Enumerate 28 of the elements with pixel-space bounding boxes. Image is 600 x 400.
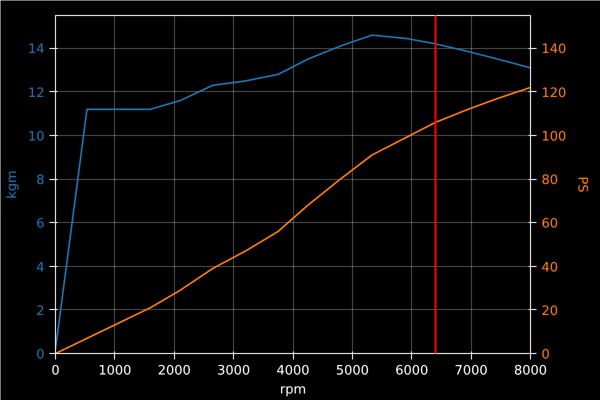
x-tick-label: 8000	[514, 364, 548, 378]
y-tick-label: 0	[36, 348, 45, 362]
x-tick-label: 2000	[158, 364, 191, 378]
x-tick-label: 6000	[395, 364, 428, 378]
y-tick-label: 8	[36, 173, 45, 188]
y2-tick-label: 0	[542, 348, 550, 362]
y-axis-title: kgm	[4, 170, 20, 199]
y2-tick-label: 20	[542, 304, 558, 319]
y2-tick-label: 60	[542, 216, 558, 232]
y2-tick-label: 40	[542, 260, 558, 276]
x-tick-label: 3000	[217, 364, 250, 378]
y2-tick-label: 100	[542, 129, 566, 144]
y-tick-label: 10	[28, 129, 45, 144]
y2-axis-title: PS	[574, 176, 590, 193]
x-tick-label: 4000	[276, 364, 310, 378]
y-tick-label: 2	[36, 304, 45, 319]
x-tick-label: 1000	[98, 364, 132, 378]
x-tick-label: 0	[51, 364, 60, 378]
y-tick-label: 12	[28, 86, 45, 101]
x-tick-label: 7000	[454, 364, 488, 378]
y2-tick-label: 80	[542, 173, 558, 188]
y-tick-label: 14	[28, 42, 45, 58]
y-tick-label: 4	[36, 260, 45, 276]
y2-tick-label: 120	[542, 86, 566, 101]
x-axis-title: rpm	[280, 382, 306, 398]
x-tick-label: 5000	[336, 364, 369, 378]
y-tick-label: 6	[36, 216, 45, 232]
y2-tick-label: 140	[542, 42, 566, 58]
